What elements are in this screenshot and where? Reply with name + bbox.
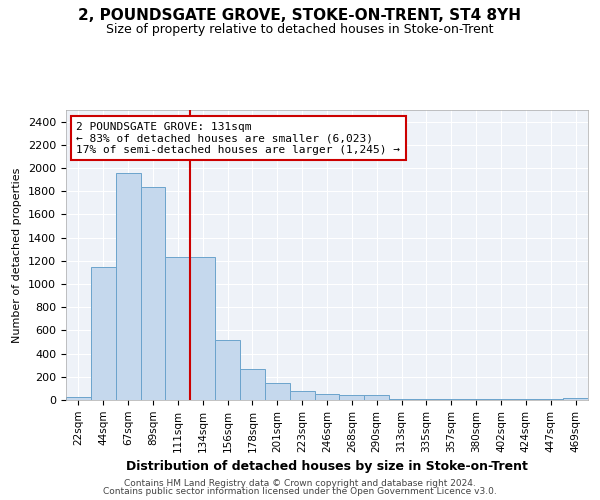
Bar [265,382,290,400]
Bar [140,186,166,400]
Text: Contains public sector information licensed under the Open Government Licence v3: Contains public sector information licen… [103,487,497,496]
Bar [364,396,389,400]
Text: Size of property relative to detached houses in Stoke-on-Trent: Size of property relative to detached ho… [106,22,494,36]
Bar [166,258,190,400]
Text: 2 POUNDSGATE GROVE: 131sqm
← 83% of detached houses are smaller (6,023)
17% of s: 2 POUNDSGATE GROVE: 131sqm ← 83% of deta… [76,122,400,155]
Bar [91,266,116,400]
Bar [314,394,340,400]
Text: 2, POUNDSGATE GROVE, STOKE-ON-TRENT, ST4 8YH: 2, POUNDSGATE GROVE, STOKE-ON-TRENT, ST4… [79,8,521,22]
Bar [66,396,91,400]
Y-axis label: Number of detached properties: Number of detached properties [13,168,22,342]
Bar [290,390,314,400]
Text: Contains HM Land Registry data © Crown copyright and database right 2024.: Contains HM Land Registry data © Crown c… [124,478,476,488]
Bar [190,258,215,400]
Bar [340,395,364,400]
Bar [563,398,588,400]
Bar [116,172,140,400]
X-axis label: Distribution of detached houses by size in Stoke-on-Trent: Distribution of detached houses by size … [126,460,528,473]
Bar [240,370,265,400]
Bar [215,340,240,400]
